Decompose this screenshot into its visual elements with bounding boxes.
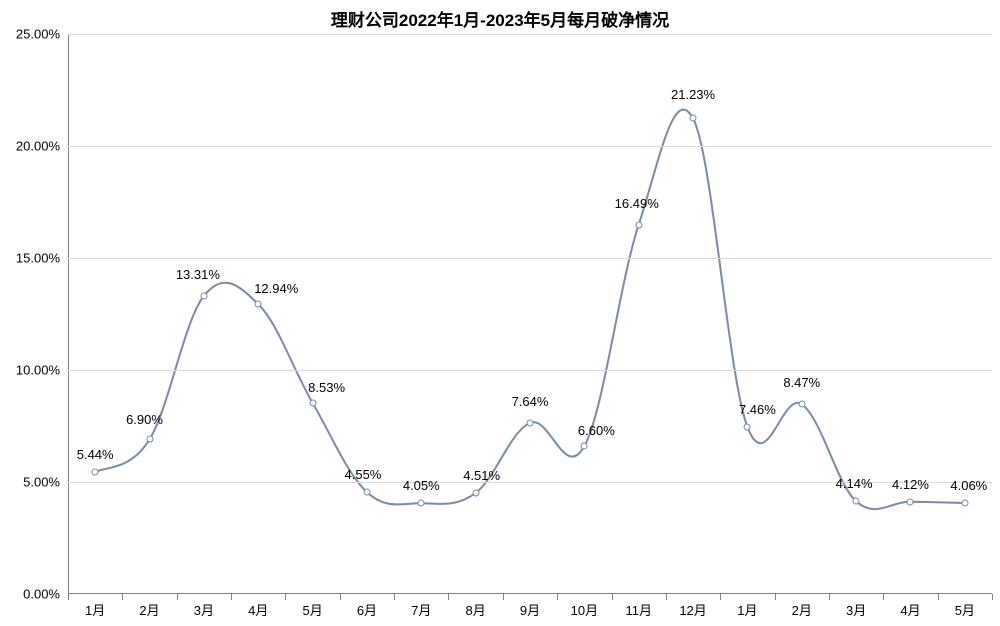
data-marker bbox=[744, 423, 751, 430]
data-marker bbox=[690, 115, 697, 122]
y-tick-label: 25.00% bbox=[16, 27, 60, 42]
value-label: 4.51% bbox=[463, 468, 500, 483]
y-gridline bbox=[68, 34, 992, 35]
x-tick-label: 2月 bbox=[139, 600, 159, 619]
data-marker bbox=[255, 301, 262, 308]
x-tick-label: 1月 bbox=[85, 600, 105, 619]
x-tick-label: 9月 bbox=[520, 600, 540, 619]
x-tick-label: 3月 bbox=[846, 600, 866, 619]
x-tick-label: 3月 bbox=[194, 600, 214, 619]
x-tick bbox=[883, 594, 884, 600]
y-gridline bbox=[68, 146, 992, 147]
value-label: 7.46% bbox=[739, 402, 776, 417]
value-label: 7.64% bbox=[512, 394, 549, 409]
x-tick bbox=[340, 594, 341, 600]
value-label: 16.49% bbox=[615, 196, 659, 211]
x-tick-label: 2月 bbox=[792, 600, 812, 619]
y-gridline bbox=[68, 370, 992, 371]
value-label: 8.53% bbox=[308, 380, 345, 395]
value-label: 4.14% bbox=[836, 476, 873, 491]
x-tick bbox=[68, 594, 69, 600]
x-tick-label: 4月 bbox=[900, 600, 920, 619]
y-tick-label: 10.00% bbox=[16, 363, 60, 378]
value-label: 4.06% bbox=[950, 478, 987, 493]
value-label: 21.23% bbox=[671, 87, 715, 102]
data-marker bbox=[907, 498, 914, 505]
value-label: 4.12% bbox=[892, 477, 929, 492]
x-tick bbox=[122, 594, 123, 600]
x-tick bbox=[775, 594, 776, 600]
data-marker bbox=[853, 498, 860, 505]
x-tick-label: 6月 bbox=[357, 600, 377, 619]
y-tick-label: 20.00% bbox=[16, 139, 60, 154]
y-tick-label: 0.00% bbox=[23, 587, 60, 602]
data-marker bbox=[92, 469, 99, 476]
x-tick-label: 10月 bbox=[571, 600, 598, 619]
y-tick-label: 5.00% bbox=[23, 475, 60, 490]
data-marker bbox=[472, 489, 479, 496]
line-chart: 理财公司2022年1月-2023年5月每月破净情况 1月2月3月4月5月6月7月… bbox=[0, 0, 1000, 626]
x-tick bbox=[612, 594, 613, 600]
data-marker bbox=[527, 419, 534, 426]
x-tick-label: 1月 bbox=[737, 600, 757, 619]
x-axis: 1月 2月 3月 4月 5月 6月 7月 8月 9月 10月 11月 12月 1月 2月 3月 4月 5月 bbox=[68, 594, 992, 622]
plot-area: 1月2月3月4月5月6月7月8月9月10月11月12月1月2月3月4月5月 0.… bbox=[68, 34, 992, 594]
chart-title: 理财公司2022年1月-2023年5月每月破净情况 bbox=[0, 6, 1000, 31]
data-marker bbox=[363, 489, 370, 496]
x-tick bbox=[503, 594, 504, 600]
x-tick-label: 4月 bbox=[248, 600, 268, 619]
x-tick-label: 8月 bbox=[466, 600, 486, 619]
data-marker bbox=[581, 443, 588, 450]
x-tick bbox=[720, 594, 721, 600]
x-tick-label: 11月 bbox=[625, 600, 652, 619]
value-label: 6.60% bbox=[578, 423, 615, 438]
x-tick bbox=[829, 594, 830, 600]
x-tick bbox=[394, 594, 395, 600]
value-label: 5.44% bbox=[77, 447, 114, 462]
value-label: 13.31% bbox=[176, 267, 220, 282]
data-marker bbox=[961, 500, 968, 507]
data-marker bbox=[200, 292, 207, 299]
data-marker bbox=[798, 401, 805, 408]
x-tick bbox=[992, 594, 993, 600]
x-tick bbox=[231, 594, 232, 600]
x-tick-label: 5月 bbox=[955, 600, 975, 619]
value-label: 8.47% bbox=[783, 375, 820, 390]
x-tick bbox=[557, 594, 558, 600]
x-tick bbox=[448, 594, 449, 600]
value-label: 12.94% bbox=[254, 281, 298, 296]
data-marker bbox=[309, 399, 316, 406]
value-label: 6.90% bbox=[126, 412, 163, 427]
series-path bbox=[95, 110, 965, 510]
data-marker bbox=[418, 500, 425, 507]
x-tick-label: 5月 bbox=[302, 600, 322, 619]
value-label: 4.55% bbox=[345, 467, 382, 482]
data-marker bbox=[635, 221, 642, 228]
data-marker bbox=[146, 436, 153, 443]
y-tick-label: 15.00% bbox=[16, 251, 60, 266]
y-gridline bbox=[68, 258, 992, 259]
series-line bbox=[68, 34, 992, 594]
value-label: 4.05% bbox=[403, 478, 440, 493]
x-tick-label: 12月 bbox=[679, 600, 706, 619]
x-tick bbox=[666, 594, 667, 600]
x-tick-label: 7月 bbox=[411, 600, 431, 619]
x-tick bbox=[177, 594, 178, 600]
x-tick bbox=[285, 594, 286, 600]
x-tick bbox=[938, 594, 939, 600]
